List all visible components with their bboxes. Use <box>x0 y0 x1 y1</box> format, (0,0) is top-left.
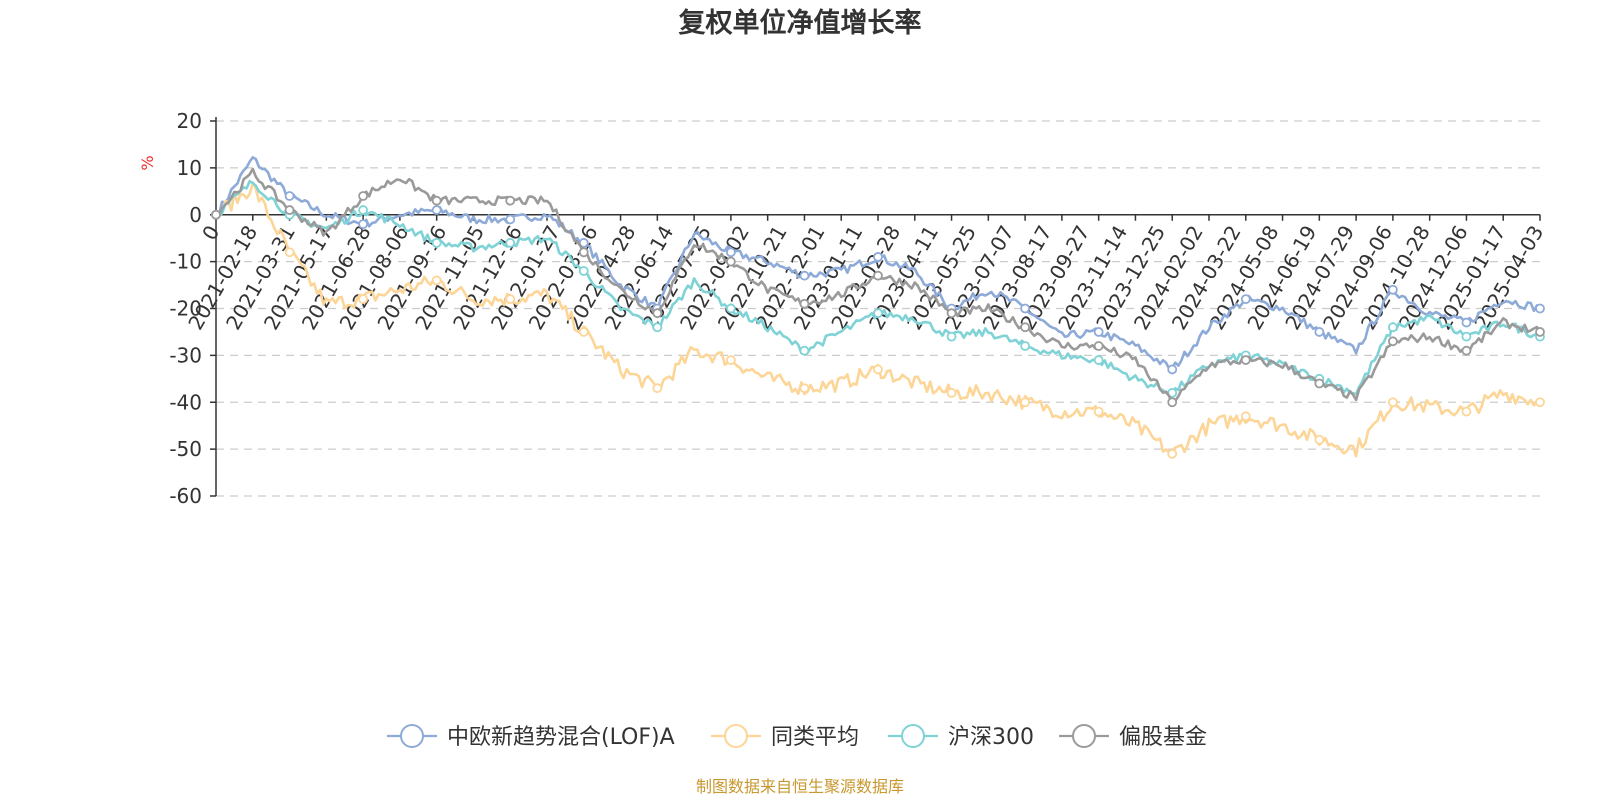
data-point <box>1167 448 1178 459</box>
y-tick-labels: 20 10 0 -10 -20 -30 -40 -50 -60 <box>169 109 202 508</box>
y-tick-label: -60 <box>169 484 202 508</box>
legend-circle-icon <box>724 724 748 748</box>
data-point <box>946 331 957 342</box>
source-note: 制图数据来自恒生聚源数据库 <box>696 777 904 796</box>
series-3 <box>211 179 1545 398</box>
data-point <box>1240 355 1251 365</box>
legend-label: 中欧新趋势混合(LOF)A <box>447 725 675 750</box>
data-point <box>1240 294 1251 305</box>
data-point <box>725 256 736 267</box>
data-point <box>284 205 295 215</box>
series-4 <box>211 167 1545 408</box>
data-point <box>1020 322 1031 333</box>
data-point <box>505 214 516 225</box>
data-point <box>652 308 663 319</box>
series-lines <box>211 156 1545 459</box>
data-point <box>358 294 369 305</box>
chart-title: 复权单位净值增长率 <box>679 7 922 39</box>
legend-item-2[interactable]: 同类平均 <box>711 724 859 750</box>
legend-label: 沪深300 <box>948 725 1034 750</box>
data-point <box>799 298 810 309</box>
data-point <box>1535 397 1545 408</box>
data-point <box>578 327 589 337</box>
y-tick-label: 0 <box>189 203 202 227</box>
data-point <box>1535 327 1545 337</box>
data-point <box>873 364 883 375</box>
data-point <box>1020 397 1031 408</box>
data-point <box>358 205 369 215</box>
legend-label: 同类平均 <box>771 725 859 750</box>
data-point <box>578 247 589 258</box>
data-point <box>1387 397 1398 408</box>
series-2 <box>211 181 1545 459</box>
data-point <box>873 252 883 262</box>
y-tick-label: -30 <box>169 343 202 367</box>
data-point <box>799 345 810 356</box>
data-point <box>946 308 957 319</box>
data-point <box>799 383 810 394</box>
data-point <box>1387 322 1398 333</box>
data-point <box>1314 378 1325 389</box>
data-point <box>358 191 369 201</box>
data-point <box>1535 303 1545 314</box>
data-point <box>1020 303 1031 314</box>
data-point <box>1167 364 1178 375</box>
data-point <box>1240 411 1251 422</box>
data-point <box>799 270 810 281</box>
legend-item-1[interactable]: 中欧新趋势混合(LOF)A <box>387 724 675 750</box>
y-tick-label: 20 <box>177 109 202 133</box>
legend-item-3[interactable]: 沪深300 <box>888 724 1034 750</box>
series-1 <box>211 156 1545 375</box>
data-point <box>652 322 663 333</box>
y-tick-label: -40 <box>169 390 202 414</box>
data-point <box>1167 397 1178 408</box>
data-point <box>505 294 516 305</box>
legend-label: 偏股基金 <box>1119 725 1207 750</box>
data-point <box>358 219 369 230</box>
data-point <box>725 355 736 365</box>
data-point <box>725 303 736 314</box>
data-point <box>873 308 883 319</box>
data-point <box>1093 341 1104 351</box>
legend-item-4[interactable]: 偏股基金 <box>1059 724 1207 750</box>
data-point <box>1387 284 1398 295</box>
data-point <box>1093 355 1104 365</box>
data-point <box>1461 406 1472 417</box>
data-point <box>431 275 442 286</box>
y-tick-label: -50 <box>169 437 202 461</box>
data-point <box>725 247 736 258</box>
x-tick-label: 0 <box>197 221 224 244</box>
y-tick-label: -10 <box>169 250 202 274</box>
legend-circle-icon <box>400 724 424 748</box>
y-tick-label: 10 <box>177 156 202 180</box>
data-point <box>946 387 957 398</box>
data-point <box>1314 327 1325 337</box>
data-point <box>1461 345 1472 356</box>
data-point <box>505 195 516 206</box>
data-point <box>505 237 516 248</box>
data-point <box>1461 317 1472 328</box>
data-point <box>1461 331 1472 342</box>
legend-circle-icon <box>1072 724 1096 748</box>
data-point <box>578 266 589 276</box>
data-point <box>1093 406 1104 417</box>
y-tick-label: -20 <box>169 297 202 321</box>
data-point <box>873 270 883 281</box>
data-point <box>1314 434 1325 445</box>
data-point <box>431 195 442 206</box>
data-point <box>652 383 663 394</box>
data-point <box>1387 336 1398 347</box>
legend-circle-icon <box>901 724 925 748</box>
data-point <box>1020 341 1031 351</box>
legend[interactable]: 中欧新趋势混合(LOF)A 同类平均 沪深300 偏股基金 <box>387 724 1207 750</box>
data-point <box>431 237 442 248</box>
data-point <box>1093 327 1104 337</box>
data-point <box>284 191 295 201</box>
data-point <box>284 247 295 258</box>
y-axis-unit: % <box>138 155 157 170</box>
data-point <box>211 209 221 220</box>
data-point <box>431 205 442 215</box>
